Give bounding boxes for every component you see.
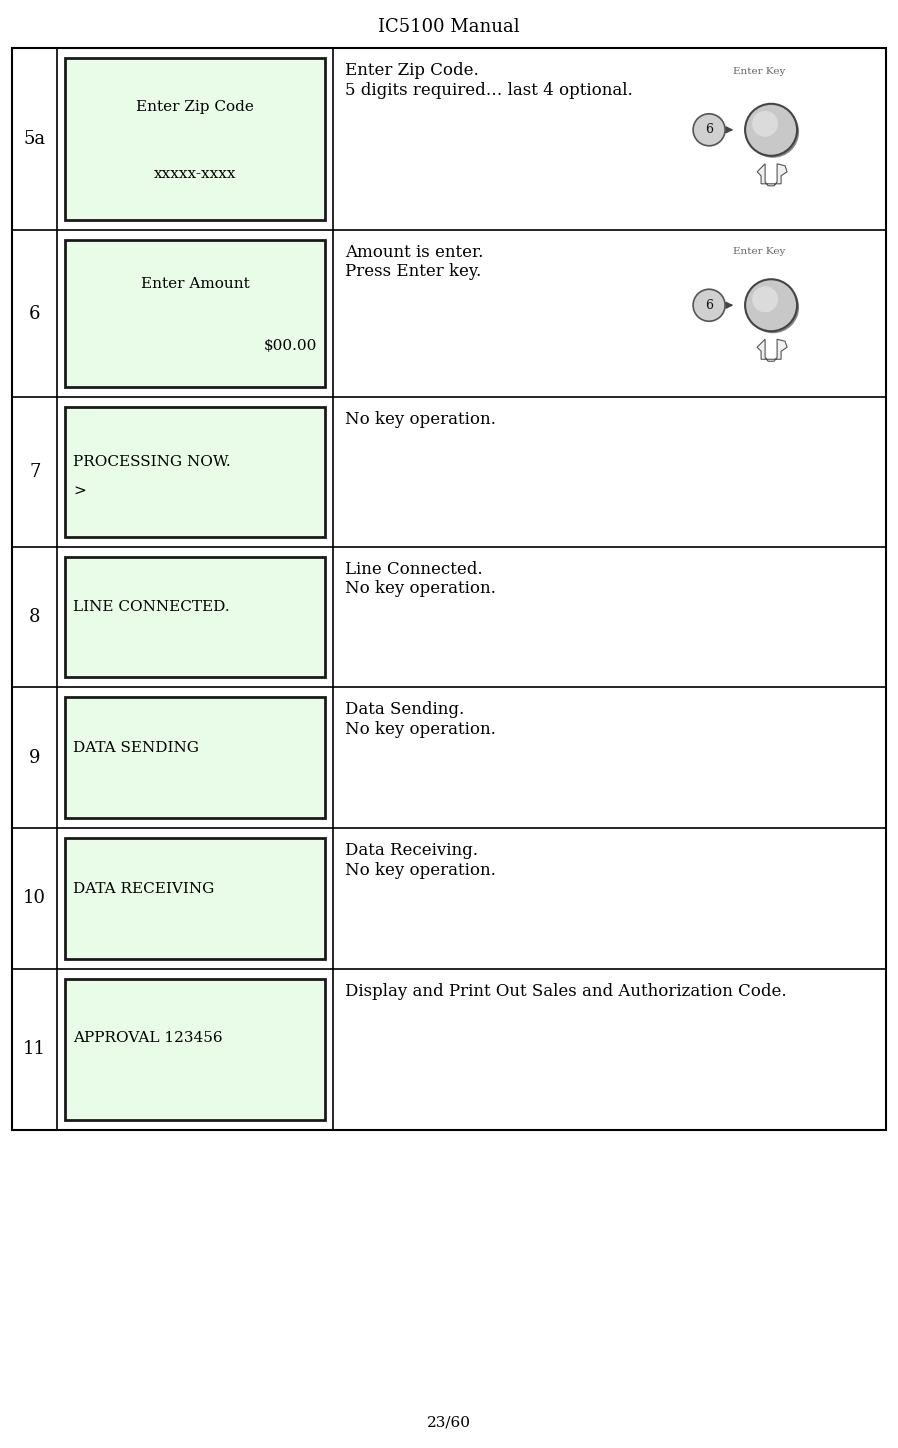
- Text: No key operation.: No key operation.: [345, 411, 496, 429]
- Text: 6: 6: [705, 298, 713, 311]
- Circle shape: [745, 279, 797, 332]
- Circle shape: [745, 104, 797, 156]
- Circle shape: [747, 281, 799, 333]
- Text: DATA SENDING: DATA SENDING: [74, 741, 199, 756]
- Text: Enter Amount: Enter Amount: [141, 277, 250, 291]
- Text: 23/60: 23/60: [427, 1416, 471, 1431]
- Text: DATA RECEIVING: DATA RECEIVING: [74, 882, 215, 896]
- Circle shape: [693, 114, 725, 146]
- Bar: [66, 838, 325, 959]
- Text: 10: 10: [23, 889, 46, 908]
- Text: Enter Zip Code.
5 digits required… last 4 optional.: Enter Zip Code. 5 digits required… last …: [345, 62, 632, 98]
- Text: Enter Zip Code: Enter Zip Code: [136, 100, 254, 113]
- Bar: [66, 407, 325, 537]
- Text: Enter Key: Enter Key: [733, 67, 785, 77]
- Text: xxxxx-xxxx: xxxxx-xxxx: [154, 168, 236, 181]
- Text: 9: 9: [29, 749, 40, 767]
- Text: APPROVAL 123456: APPROVAL 123456: [74, 1031, 223, 1045]
- Text: 5a: 5a: [23, 130, 46, 148]
- Text: IC5100 Manual: IC5100 Manual: [378, 17, 520, 36]
- Text: Display and Print Out Sales and Authorization Code.: Display and Print Out Sales and Authoriz…: [345, 983, 787, 999]
- Text: >: >: [74, 485, 86, 498]
- Text: 11: 11: [23, 1041, 46, 1058]
- Polygon shape: [757, 164, 787, 185]
- Text: 6: 6: [29, 304, 40, 323]
- Circle shape: [693, 290, 725, 321]
- Bar: [12, 48, 886, 1129]
- Circle shape: [753, 111, 778, 136]
- Polygon shape: [757, 339, 787, 361]
- Text: Enter Key: Enter Key: [733, 248, 785, 256]
- Text: Line Connected.
No key operation.: Line Connected. No key operation.: [345, 560, 496, 598]
- Text: PROCESSING NOW.: PROCESSING NOW.: [74, 455, 231, 469]
- Text: Data Receiving.
No key operation.: Data Receiving. No key operation.: [345, 843, 496, 879]
- Text: 8: 8: [29, 608, 40, 626]
- Text: Data Sending.
No key operation.: Data Sending. No key operation.: [345, 701, 496, 738]
- Bar: [66, 557, 325, 678]
- Text: LINE CONNECTED.: LINE CONNECTED.: [74, 601, 230, 614]
- Circle shape: [753, 287, 778, 313]
- Bar: [66, 240, 325, 388]
- Circle shape: [747, 106, 799, 158]
- Text: 7: 7: [29, 463, 40, 481]
- Bar: [66, 698, 325, 818]
- Text: 6: 6: [705, 123, 713, 136]
- Text: $00.00: $00.00: [263, 339, 317, 353]
- Text: Amount is enter.
Press Enter key.: Amount is enter. Press Enter key.: [345, 243, 483, 281]
- Bar: [66, 58, 325, 220]
- Bar: [66, 979, 325, 1119]
